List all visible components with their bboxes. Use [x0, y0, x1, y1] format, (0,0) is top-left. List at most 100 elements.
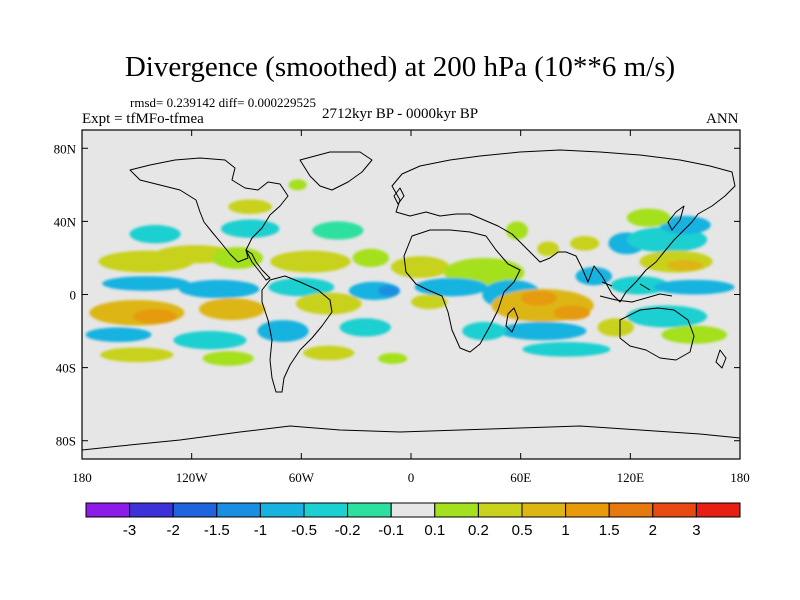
- divergence-blob-39: [537, 241, 560, 257]
- divergence-blob-46: [666, 259, 704, 271]
- plot-title: Divergence (smoothed) at 200 hPa (10**6 …: [124, 51, 676, 83]
- divergence-blob-52: [661, 325, 728, 344]
- colorbar-label: -2: [167, 522, 180, 539]
- australia-coastline: [619, 307, 695, 361]
- divergence-blob-18: [100, 347, 174, 363]
- colorbar-label: -0.2: [335, 522, 361, 539]
- season-label: ANN: [706, 111, 739, 127]
- divergence-blob-11: [133, 309, 178, 324]
- japan-coastline: [667, 205, 685, 231]
- experiment-label: Expt = tfMFo-tfmea: [82, 111, 204, 127]
- colorbar-label: 1.5: [599, 522, 620, 539]
- divergence-blob-50: [626, 305, 708, 328]
- lat-tick-label: 40N: [54, 214, 77, 229]
- colorbar-swatch: [85, 502, 131, 518]
- colorbar-swatch: [216, 502, 261, 518]
- divergence-blob-21: [378, 352, 408, 364]
- divergence-blob-20: [303, 345, 355, 361]
- rmsd-value: 0.239142: [166, 95, 216, 110]
- divergence-blob-15: [173, 331, 247, 350]
- africa-coastline: [403, 229, 521, 353]
- colorbar-label: -1.5: [204, 522, 230, 539]
- divergence-blob-3: [270, 250, 351, 273]
- divergence-blob-49: [654, 279, 735, 295]
- divergence-blob-12: [198, 298, 265, 321]
- divergence-blob-26: [288, 179, 307, 191]
- colorbar-swatch: [347, 502, 392, 518]
- divergence-blob-16: [257, 320, 309, 343]
- divergence-blob-19: [202, 351, 254, 366]
- divergence-blob-37: [522, 342, 611, 357]
- colorbar-label: 1: [561, 522, 569, 539]
- colorbar-swatch: [390, 502, 436, 518]
- uk-coastline: [393, 187, 405, 205]
- divergence-blob-7: [268, 278, 335, 297]
- colorbar-label: -0.1: [378, 522, 404, 539]
- colorbar-swatch: [565, 502, 610, 518]
- colorbar-swatch: [172, 502, 218, 518]
- divergence-blob-23: [220, 219, 280, 238]
- continent-outlines: [82, 149, 740, 451]
- divergence-blob-5: [102, 276, 190, 291]
- lat-tick-label: 40S: [56, 361, 76, 376]
- divergence-blob-40: [570, 236, 600, 251]
- divergence-blob-33: [520, 290, 558, 306]
- colorbar-swatch: [303, 502, 349, 518]
- lon-tick-label: 60E: [510, 470, 531, 485]
- lon-tick-label: 120E: [617, 470, 645, 485]
- lon-tick-label: 120W: [176, 470, 209, 485]
- indonesia-coastline: [599, 281, 673, 303]
- period-label: 2712kyr BP - 0000kyr BP: [322, 106, 479, 122]
- divergence-field: [85, 179, 735, 366]
- colorbar-label: 2: [649, 522, 657, 539]
- lat-tick-label: 80N: [54, 141, 77, 156]
- colorbar-swatch: [608, 502, 654, 518]
- divergence-blob-22: [129, 225, 181, 244]
- divergence-blob-24: [312, 221, 364, 240]
- colorbar-swatch: [477, 502, 523, 518]
- divergence-blob-36: [462, 321, 507, 341]
- divergence-blob-34: [553, 305, 591, 321]
- antarctica-coastline: [82, 425, 740, 451]
- divergence-blob-9: [378, 285, 401, 297]
- colorbar-swatch: [652, 502, 697, 518]
- divergence-blob-4: [352, 248, 390, 268]
- lat-tick-label: 80S: [56, 434, 76, 449]
- lon-tick-label: 60W: [289, 470, 315, 485]
- colorbar-label: -3: [123, 522, 136, 539]
- new-zealand-coastline: [715, 349, 727, 369]
- north-america-coastline: [129, 157, 289, 263]
- colorbar-label: 0.1: [424, 522, 445, 539]
- rmsd-label: rmsd=: [130, 95, 164, 110]
- divergence-blob-29: [414, 278, 488, 297]
- divergence-blob-17: [339, 318, 391, 337]
- divergence-blob-51: [597, 318, 634, 337]
- colorbar-swatch: [129, 502, 174, 518]
- divergence-blob-6: [178, 279, 260, 299]
- divergence-blob-14: [85, 327, 152, 343]
- colorbar-label: 3: [692, 522, 700, 539]
- central-america-coastline: [245, 249, 271, 281]
- eurasia-coastline: [391, 149, 736, 303]
- greenland-coastline: [299, 151, 373, 191]
- divergence-blob-13: [295, 292, 362, 315]
- divergence-blob-48: [610, 276, 669, 295]
- colorbar-label: 0.2: [468, 522, 489, 539]
- divergence-blob-44: [626, 208, 671, 227]
- colorbar: -3 -2 -1.5 -1 -0.5 -0.2 -0.1 0.1 0.2 0.5 1 1.5 2 3: [85, 502, 741, 539]
- lat-tick-label: 0: [70, 288, 77, 303]
- divergence-blob-47: [575, 267, 613, 286]
- colorbar-swatch: [259, 502, 305, 518]
- diff-value: 0.000229525: [247, 95, 316, 110]
- statistics-line: rmsd= 0.239142 diff= 0.000229525: [130, 95, 316, 111]
- madagascar-coastline: [505, 307, 519, 333]
- colorbar-swatch: [695, 502, 741, 518]
- divergence-blob-38: [506, 221, 528, 240]
- lon-tick-label: 0: [408, 470, 415, 485]
- colorbar-label: 0.5: [512, 522, 533, 539]
- divergence-blob-25: [228, 199, 273, 215]
- map-axes: 80N 40N 0 40S 80S 180 120W 60W 0 60E 120E 180: [54, 130, 750, 485]
- divergence-blob-30: [411, 294, 448, 310]
- divergence-blob-27: [390, 256, 450, 279]
